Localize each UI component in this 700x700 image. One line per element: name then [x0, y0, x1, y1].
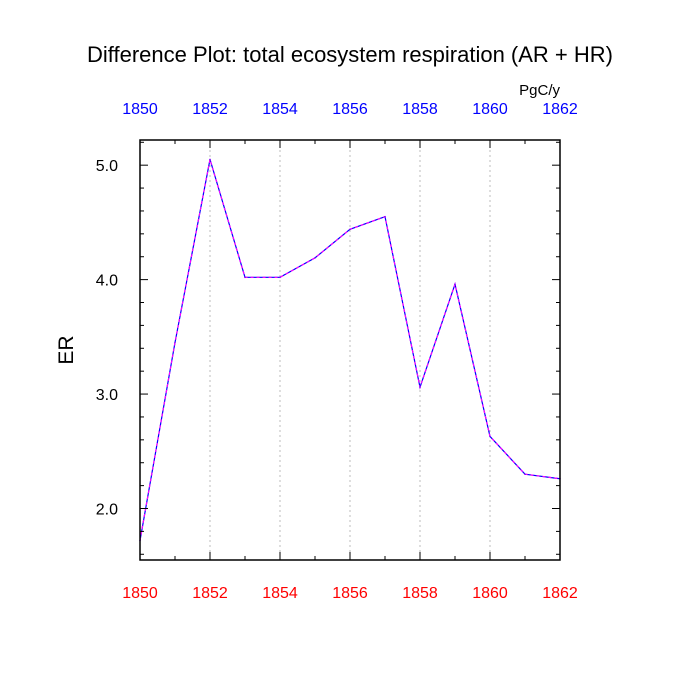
y-tick-label: 2.0 — [96, 502, 118, 519]
x-tick-label-bottom: 1854 — [262, 585, 298, 602]
x-tick-label-top: 1858 — [402, 101, 438, 118]
data-point — [174, 341, 176, 344]
data-point — [454, 283, 456, 285]
tick-labels: 1850 1850 1852 1852 1854 1854 1856 1856 1858 1858… — [96, 101, 578, 602]
y-tick-label: 5.0 — [96, 158, 118, 175]
data-point — [349, 228, 351, 231]
y-axis-label: ER — [55, 335, 78, 364]
x-tick-label-top: 1856 — [332, 101, 368, 118]
x-tick-label-top: 1850 — [122, 101, 158, 118]
grid-lines — [209, 140, 491, 560]
axis-ticks — [139, 140, 561, 560]
x-tick-label-bottom: 1860 — [472, 585, 508, 602]
y-tick-label: 3.0 — [96, 387, 118, 404]
x-tick-label-bottom: 1850 — [122, 585, 158, 602]
x-tick-label-bottom: 1862 — [542, 585, 578, 602]
data-point — [279, 276, 281, 279]
x-tick-label-top: 1854 — [262, 101, 298, 118]
data-point — [524, 473, 526, 475]
chart-title: Difference Plot: total ecosystem respira… — [87, 42, 613, 67]
x-tick-label-bottom: 1858 — [402, 585, 438, 602]
x-tick-label-top: 1860 — [472, 101, 508, 118]
y-tick-label: 4.0 — [96, 273, 118, 290]
x-tick-label-bottom: 1856 — [332, 585, 368, 602]
x-tick-label-top: 1862 — [542, 101, 578, 118]
units-label: PgC/y — [519, 82, 560, 99]
data-point — [244, 276, 246, 279]
data-point — [384, 215, 386, 218]
data-point — [209, 158, 211, 161]
data-point — [419, 386, 421, 388]
data-point — [314, 257, 316, 259]
data-point — [489, 435, 491, 438]
x-tick-label-top: 1852 — [192, 101, 228, 118]
series-group — [139, 158, 561, 542]
x-tick-label-bottom: 1852 — [192, 585, 228, 602]
